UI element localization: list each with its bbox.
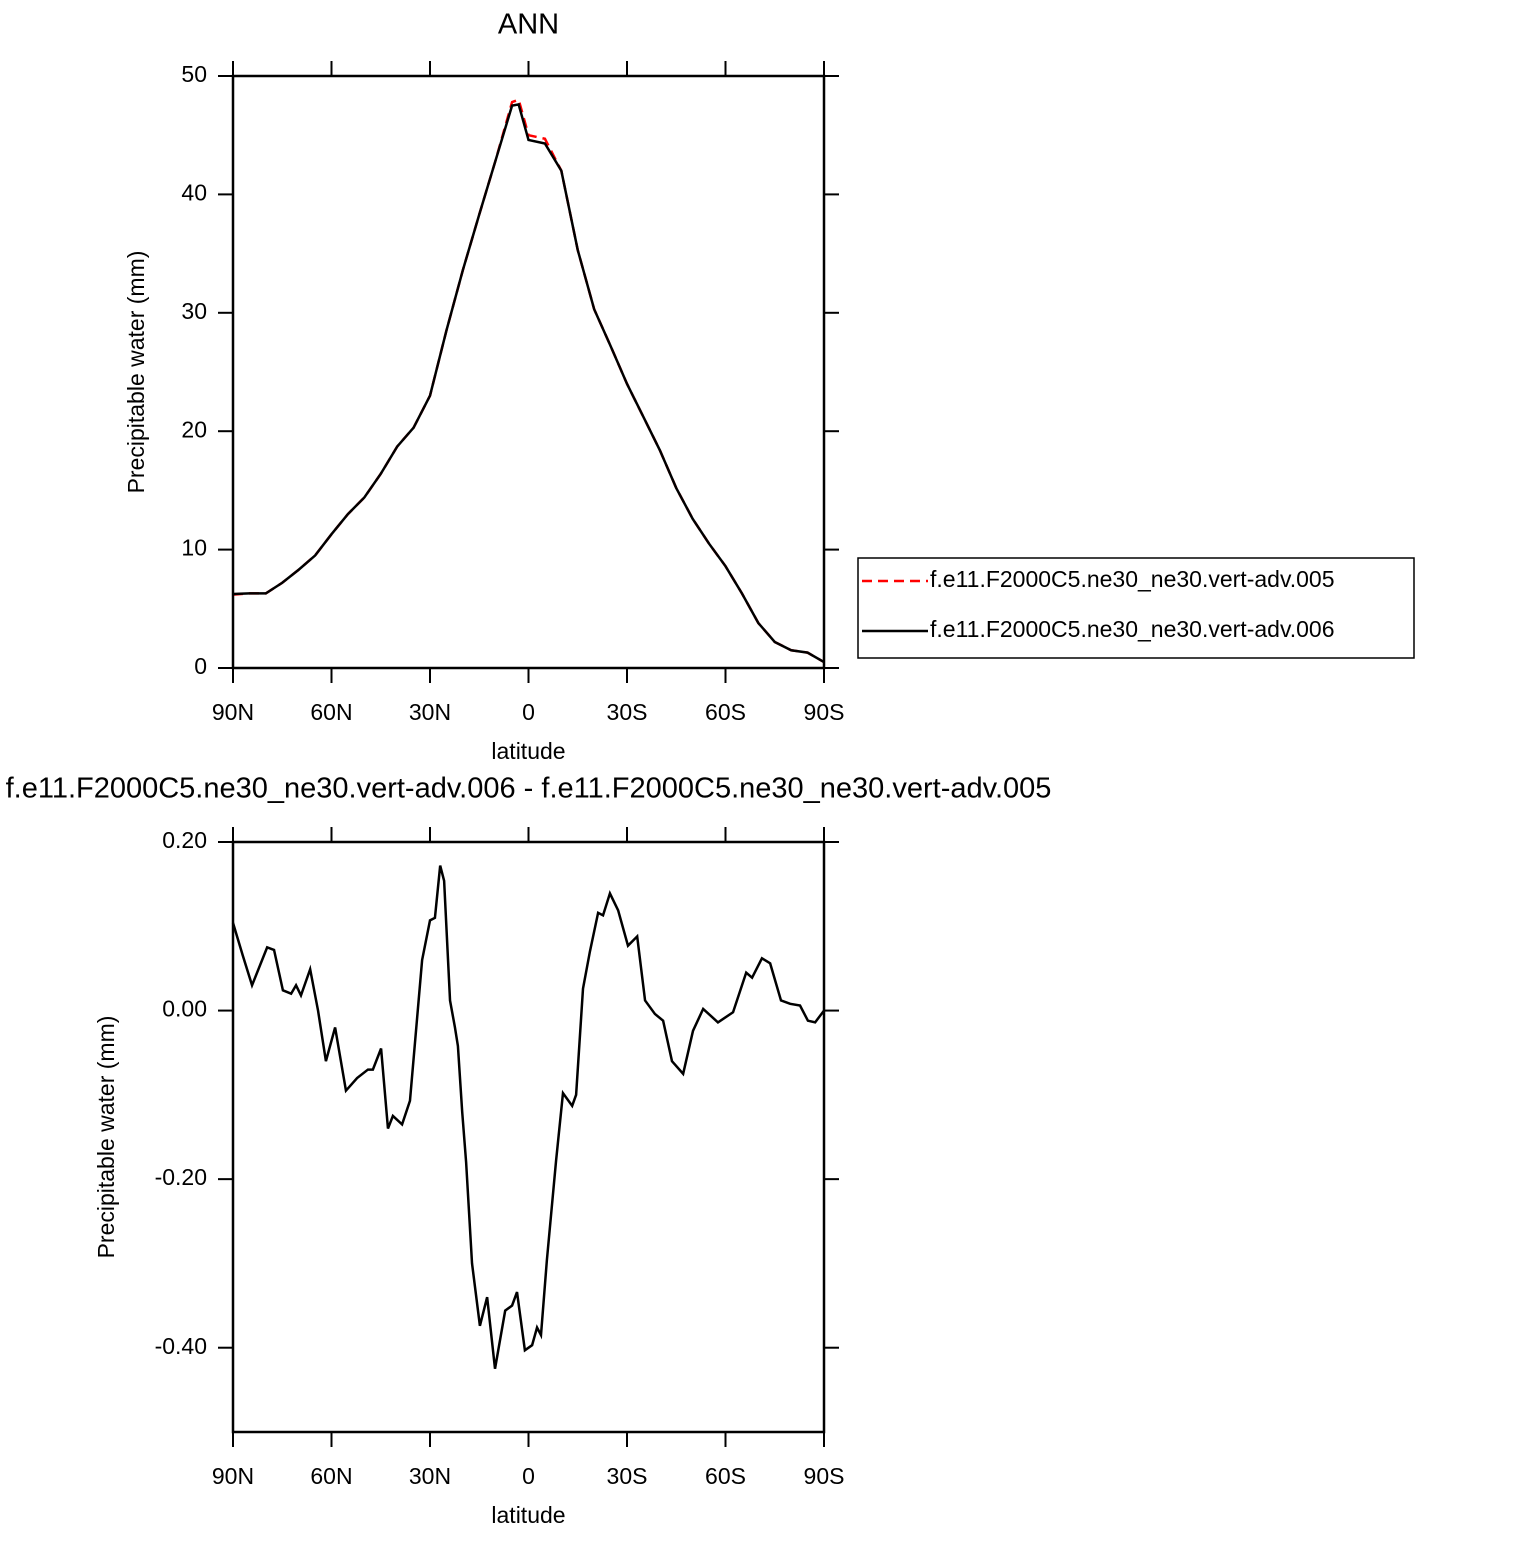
chart-title: ANN <box>498 9 559 41</box>
x-tick-label: 30S <box>607 1463 648 1489</box>
chart-title: f.e11.F2000C5.ne30_ne30.vert-adv.006 - f… <box>6 773 1052 805</box>
y-tick-label: 50 <box>181 61 207 87</box>
x-tick-label: 60N <box>310 699 352 725</box>
y-tick-label: -0.40 <box>155 1333 207 1359</box>
x-tick-label: 60S <box>705 1463 746 1489</box>
y-tick-label: 0.00 <box>162 996 207 1022</box>
y-tick-label: -0.20 <box>155 1164 207 1190</box>
legend-label: f.e11.F2000C5.ne30_ne30.vert-adv.006 <box>930 616 1335 642</box>
legend-box <box>857 557 1415 659</box>
x-tick-label: 60S <box>705 699 746 725</box>
y-tick-label: 20 <box>181 416 207 442</box>
x-tick-label: 90S <box>804 1463 845 1489</box>
x-tick-label: 30S <box>607 699 648 725</box>
y-axis-label: Precipitable water (mm) <box>93 1016 119 1259</box>
plot-frame <box>231 840 826 1434</box>
x-axis-label: latitude <box>491 1502 565 1528</box>
data-line <box>232 98 825 664</box>
y-tick-label: 30 <box>181 298 207 324</box>
y-tick-label: 0.20 <box>162 827 207 853</box>
plot-frame <box>231 74 826 670</box>
x-axis-label: latitude <box>491 738 565 764</box>
x-tick-label: 0 <box>522 699 535 725</box>
legend-label: f.e11.F2000C5.ne30_ne30.vert-adv.005 <box>930 566 1335 592</box>
x-tick-label: 30N <box>409 1463 451 1489</box>
y-tick-label: 0 <box>194 653 207 679</box>
x-tick-label: 0 <box>522 1463 535 1489</box>
x-tick-label: 60N <box>310 1463 352 1489</box>
x-tick-label: 90S <box>804 699 845 725</box>
y-tick-label: 40 <box>181 179 207 205</box>
x-tick-label: 90N <box>212 1463 254 1489</box>
x-tick-label: 30N <box>409 699 451 725</box>
y-tick-label: 10 <box>181 535 207 561</box>
x-tick-label: 90N <box>212 699 254 725</box>
data-line <box>231 865 825 1370</box>
y-axis-label: Precipitable water (mm) <box>123 251 149 494</box>
data-line <box>232 102 825 664</box>
